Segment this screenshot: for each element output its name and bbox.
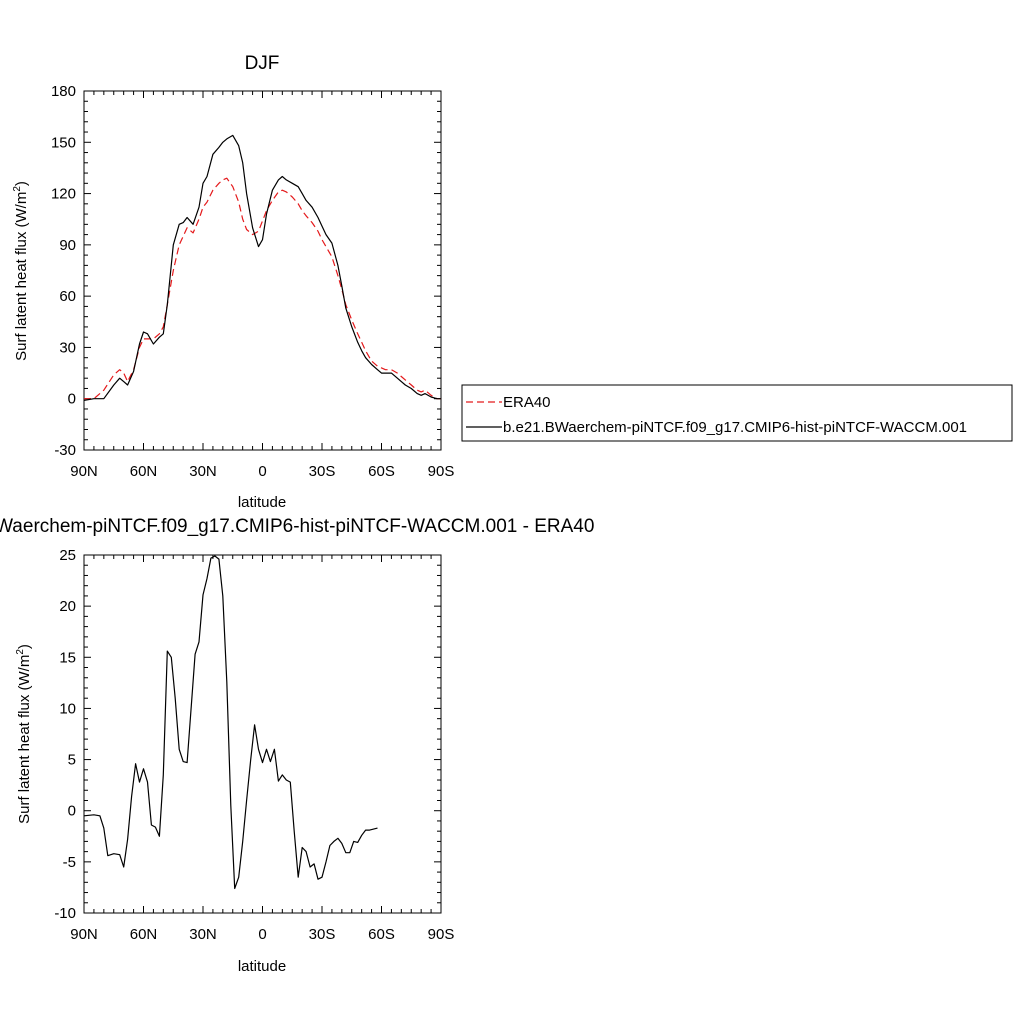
top-panel: DJF -30 0 30 60 90 120 150 180 90N 60N 30N 0 30S 60S 9… xyxy=(12,53,1013,511)
y-tick-label: 25 xyxy=(59,547,76,564)
y-tick-label: -10 xyxy=(54,905,76,922)
x-tick-label: 90S xyxy=(428,926,455,943)
bottom-panel-frame xyxy=(83,554,442,914)
x-tick-label: 60N xyxy=(130,463,158,480)
legend: ERA40 b.e21.BWaerchem-piNTCF.f09_g17.CMI… xyxy=(461,384,1013,442)
top-panel-ticks: -30 0 30 60 90 120 150 180 90N 60N 30N 0 30S 60S 90S xyxy=(51,83,454,480)
y-tick-label: 10 xyxy=(59,700,76,717)
y-tick-label: 60 xyxy=(59,288,76,305)
legend-label-era40: ERA40 xyxy=(503,394,551,411)
legend-label-model: b.e21.BWaerchem-piNTCF.f09_g17.CMIP6-his… xyxy=(503,419,967,436)
x-tick-label: 30S xyxy=(309,926,336,943)
bottom-panel-ylabel: Surf latent heat flux (W/m2) xyxy=(15,644,33,824)
x-tick-label: 90N xyxy=(70,463,98,480)
y-tick-label: 0 xyxy=(68,391,76,408)
y-tick-label: 150 xyxy=(51,134,76,151)
x-tick-label: 60N xyxy=(130,926,158,943)
x-tick-label: 0 xyxy=(258,926,266,943)
top-panel-series xyxy=(83,134,441,401)
y-tick-label: 0 xyxy=(68,803,76,820)
bottom-panel-title: b.e21.BWaerchem-piNTCF.f09_g17.CMIP6-his… xyxy=(0,516,594,537)
y-tick-label: 90 xyxy=(59,237,76,254)
top-panel-xlabel: latitude xyxy=(238,494,286,511)
bottom-panel-ticks: -10 -5 0 5 10 15 20 25 90N 60N 30N 0 30S 60S 90S xyxy=(54,547,454,943)
y-tick-label: -5 xyxy=(63,854,76,871)
y-tick-label: 120 xyxy=(51,186,76,203)
y-tick-label: 30 xyxy=(59,339,76,356)
bottom-panel-xlabel: latitude xyxy=(238,958,286,975)
top-panel-ylabel: Surf latent heat flux (W/m2) xyxy=(12,181,30,361)
top-panel-frame xyxy=(83,90,442,451)
bottom-panel: b.e21.BWaerchem-piNTCF.f09_g17.CMIP6-his… xyxy=(0,516,594,975)
y-tick-label: -30 xyxy=(54,442,76,459)
x-tick-label: 30N xyxy=(189,463,217,480)
top-panel-title: DJF xyxy=(245,53,280,74)
x-tick-label: 0 xyxy=(258,463,266,480)
series-line-era40 xyxy=(84,177,441,400)
y-tick-label: 20 xyxy=(59,598,76,615)
series-line-b-e21-bwaerchem-pintcf-f09-g17-cmip6-hist-pintcf-waccm-001 xyxy=(83,134,441,401)
x-tick-label: 90N xyxy=(70,926,98,943)
x-tick-label: 60S xyxy=(368,463,395,480)
x-tick-label: 30S xyxy=(309,463,336,480)
x-tick-label: 60S xyxy=(368,926,395,943)
x-tick-label: 30N xyxy=(189,926,217,943)
legend-box xyxy=(461,384,1013,442)
series-line-difference xyxy=(83,555,378,890)
y-tick-label: 5 xyxy=(68,752,76,769)
y-tick-label: 15 xyxy=(59,649,76,666)
y-tick-label: 180 xyxy=(51,83,76,100)
bottom-panel-series xyxy=(83,555,378,890)
x-tick-label: 90S xyxy=(428,463,455,480)
